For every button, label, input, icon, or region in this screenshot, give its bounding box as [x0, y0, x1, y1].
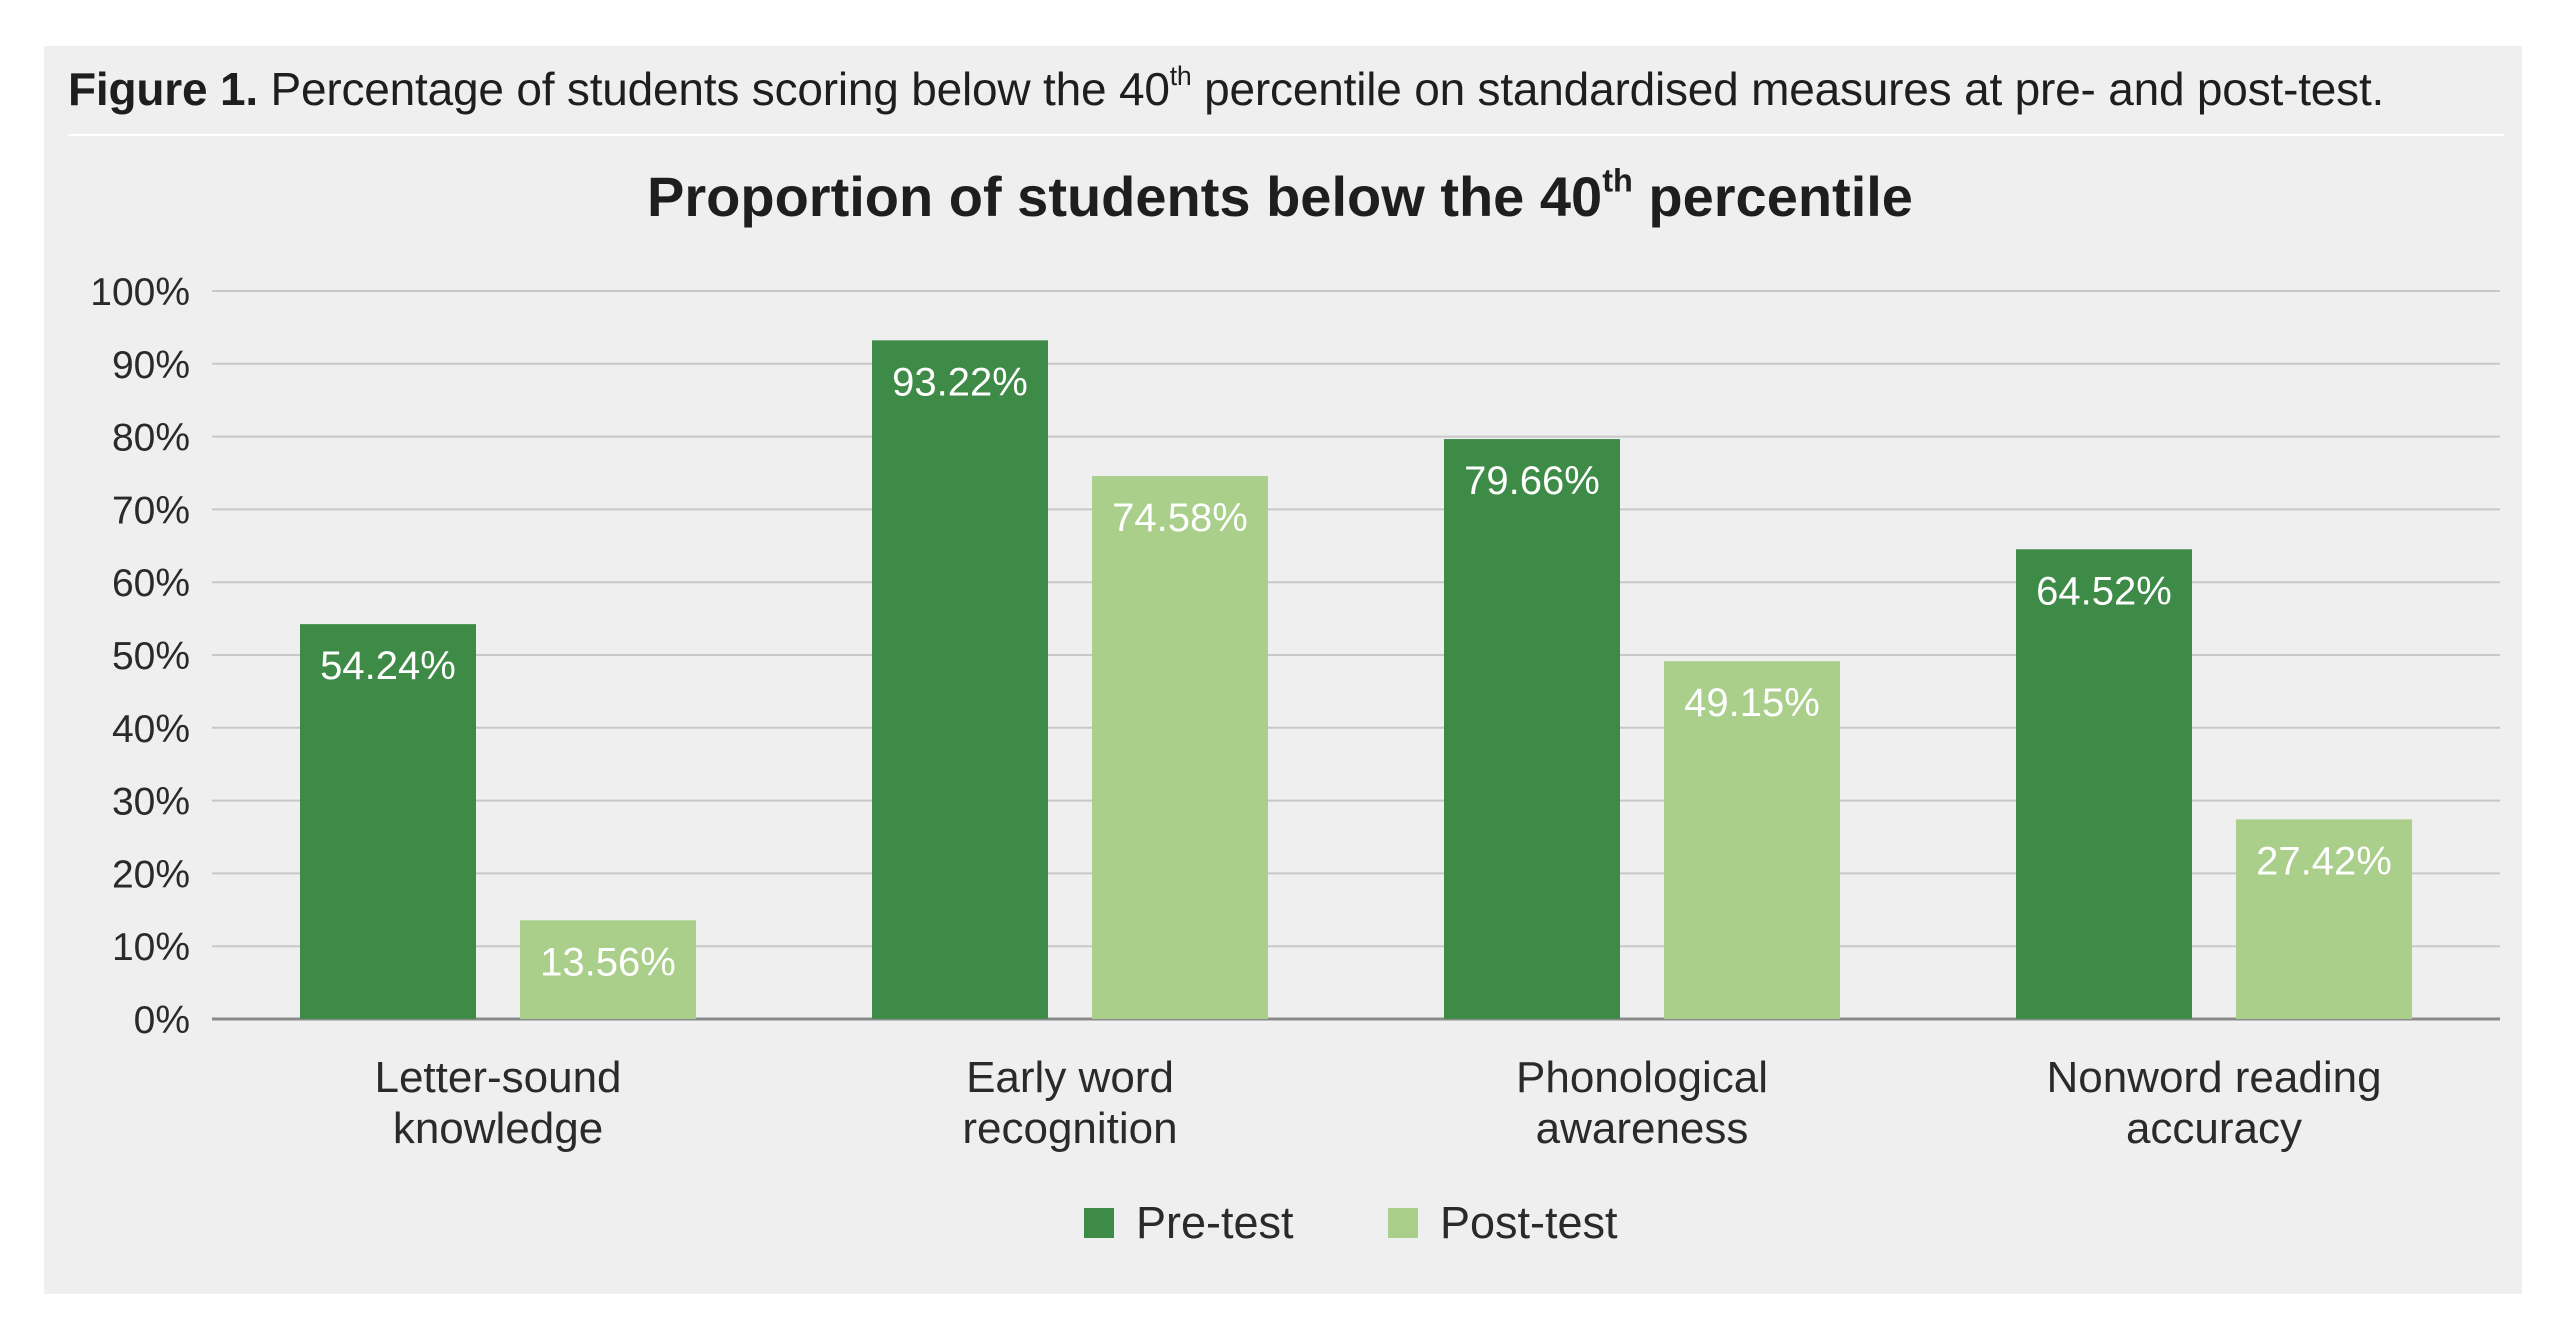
- figure-caption: Figure 1. Percentage of students scoring…: [68, 62, 2384, 116]
- caption-text-after: percentile on standardised measures at p…: [1191, 63, 2385, 115]
- legend-swatch: [1084, 1208, 1114, 1238]
- data-label: 27.42%: [2256, 839, 2392, 883]
- data-label: 79.66%: [1464, 459, 1600, 503]
- caption-superscript: th: [1169, 61, 1192, 91]
- legend-label: Post-test: [1440, 1197, 1618, 1248]
- caption-text-before: Percentage of students scoring below the…: [270, 63, 1170, 115]
- x-category-label: Early word: [966, 1053, 1174, 1102]
- x-category-label: Letter-sound: [374, 1053, 621, 1102]
- figure-label: Figure 1.: [68, 63, 258, 115]
- y-tick-label: 60%: [112, 562, 190, 605]
- data-label: 64.52%: [2036, 569, 2172, 613]
- data-label: 74.58%: [1112, 496, 1248, 540]
- y-tick-label: 90%: [112, 344, 190, 387]
- legend-label: Pre-test: [1136, 1197, 1294, 1248]
- bar: [2016, 549, 2192, 1019]
- chart-title-superscript: th: [1602, 162, 1633, 199]
- x-category-label: awareness: [1536, 1104, 1749, 1153]
- x-category-label: knowledge: [393, 1104, 603, 1153]
- data-label: 13.56%: [540, 940, 676, 984]
- y-tick-label: 10%: [112, 926, 190, 969]
- legend-swatch: [1388, 1208, 1418, 1238]
- bar: [1444, 439, 1620, 1019]
- bar: [300, 624, 476, 1019]
- data-label: 93.22%: [892, 360, 1028, 404]
- chart-title-before: Proportion of students below the 40: [647, 165, 1603, 228]
- chart-title-after: percentile: [1632, 165, 1913, 228]
- data-label: 54.24%: [320, 644, 456, 688]
- y-tick-label: 40%: [112, 708, 190, 751]
- bar: [2236, 819, 2412, 1019]
- x-category-label: Nonword reading: [2046, 1053, 2381, 1102]
- y-tick-label: 20%: [112, 853, 190, 896]
- bar: [1092, 476, 1268, 1019]
- y-tick-label: 70%: [112, 489, 190, 532]
- y-tick-label: 30%: [112, 781, 190, 824]
- x-category-label: recognition: [962, 1104, 1177, 1153]
- y-tick-label: 0%: [134, 999, 190, 1042]
- y-tick-label: 50%: [112, 635, 190, 678]
- y-tick-label: 80%: [112, 417, 190, 460]
- y-tick-label: 100%: [90, 271, 190, 314]
- bar: [520, 920, 696, 1019]
- data-label: 49.15%: [1684, 681, 1820, 725]
- bar: [872, 340, 1048, 1019]
- x-category-label: Phonological: [1516, 1053, 1768, 1102]
- bar: [1664, 661, 1840, 1019]
- chart-title: Proportion of students below the 40th pe…: [0, 164, 2560, 229]
- x-category-label: accuracy: [2126, 1104, 2302, 1153]
- caption-divider: [68, 134, 2504, 136]
